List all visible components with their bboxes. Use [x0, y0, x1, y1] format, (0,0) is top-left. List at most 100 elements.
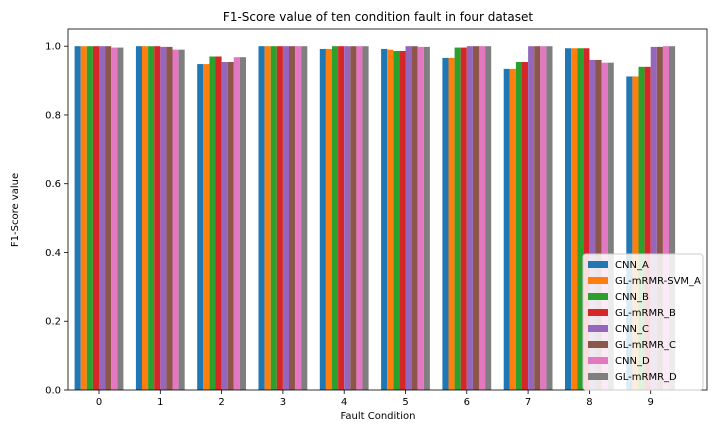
bar-gl-mrmr-c-2	[227, 62, 234, 390]
bar-cnn-a-4	[319, 48, 326, 390]
bar-gl-mrmr-svm-a-6	[448, 57, 455, 390]
legend-swatch-gl-mrmr-d	[588, 373, 608, 380]
chart-legend: CNN_A GL-mRMR-SVM_A CNN_B GL-mRMR_B CNN_C GL-…	[582, 253, 704, 391]
bar-cnn-c-7	[528, 46, 535, 390]
y-tick-label: 0.4	[45, 248, 61, 259]
bar-cnn-b-4	[332, 46, 339, 390]
bar-cnn-d-2	[233, 57, 240, 390]
bar-cnn-a-8	[565, 48, 572, 390]
legend-label-cnn-d: CNN_D	[615, 356, 650, 367]
bar-cnn-a-6	[442, 57, 449, 390]
legend-swatch-cnn-a	[588, 261, 608, 268]
bar-gl-mrmr-svm-a-8	[571, 48, 578, 390]
bar-cnn-c-9	[650, 46, 657, 390]
y-tick-label: 0.8	[45, 110, 61, 121]
bar-gl-mrmr-d-3	[301, 46, 308, 390]
x-tick-label: 4	[341, 397, 347, 408]
bar-cnn-d-9	[662, 46, 669, 390]
bar-gl-mrmr-b-1	[154, 46, 161, 390]
bar-gl-mrmr-svm-a-1	[142, 46, 149, 390]
bar-gl-mrmr-d-6	[485, 46, 492, 390]
legend-swatch-gl-mrmr-svm-a	[588, 277, 608, 284]
bar-gl-mrmr-d-9	[669, 46, 676, 390]
x-axis-title: Fault Condition	[341, 411, 416, 422]
bar-cnn-c-6	[466, 46, 473, 390]
bar-cnn-c-5	[405, 46, 412, 390]
plot-frame	[67, 28, 708, 391]
chart-title: F1-Score value of ten condition fault in…	[223, 10, 533, 24]
bar-gl-mrmr-b-6	[460, 47, 467, 390]
bar-cnn-b-7	[515, 62, 522, 390]
y-axis-title: F1-Score value	[10, 173, 21, 247]
bar-gl-mrmr-b-2	[215, 56, 222, 390]
bar-gl-mrmr-svm-a-7	[509, 68, 516, 390]
bar-gl-mrmr-c-8	[595, 59, 602, 390]
bar-gl-mrmr-svm-a-3	[264, 46, 271, 390]
bar-cnn-b-5	[393, 51, 400, 390]
bar-gl-mrmr-d-7	[546, 46, 553, 390]
bar-cnn-c-3	[282, 46, 289, 390]
bar-cnn-d-1	[172, 49, 179, 390]
x-tick-label: 5	[402, 397, 408, 408]
bar-cnn-d-6	[479, 46, 486, 390]
x-tick-label: 3	[280, 397, 286, 408]
legend-label-cnn-c: CNN_C	[615, 324, 649, 335]
bar-cnn-c-4	[344, 46, 351, 390]
bar-gl-mrmr-c-5	[411, 46, 418, 390]
legend-label-gl-mrmr-c: GL-mRMR_C	[615, 340, 676, 351]
legend-swatch-cnn-b	[588, 293, 608, 300]
bar-cnn-d-5	[417, 46, 424, 390]
legend-swatch-gl-mrmr-c	[588, 341, 608, 348]
bar-gl-mrmr-svm-a-5	[387, 49, 394, 390]
y-tick-label: 0.0	[45, 386, 61, 397]
legend-swatch-cnn-d	[588, 357, 608, 364]
bar-cnn-d-4	[356, 46, 363, 390]
bar-cnn-d-0	[111, 47, 118, 390]
bar-gl-mrmr-d-1	[178, 49, 185, 390]
bar-gl-mrmr-b-8	[583, 48, 590, 390]
bar-gl-mrmr-c-0	[105, 46, 112, 390]
bar-cnn-b-3	[270, 46, 277, 390]
legend-label-cnn-a: CNN_A	[615, 260, 649, 271]
bar-cnn-a-2	[197, 64, 204, 390]
bar-cnn-a-7	[503, 68, 510, 390]
bar-gl-mrmr-b-3	[276, 46, 283, 390]
bar-gl-mrmr-c-9	[656, 46, 663, 390]
bar-gl-mrmr-b-9	[644, 66, 651, 390]
x-tick-label: 1	[157, 397, 163, 408]
x-tick-label: 9	[648, 397, 654, 408]
y-tick-label: 1.0	[45, 42, 61, 53]
legend-swatch-cnn-c	[588, 325, 608, 332]
bar-cnn-b-8	[577, 48, 584, 390]
bar-gl-mrmr-svm-a-0	[80, 46, 87, 390]
y-tick-label: 0.6	[45, 179, 61, 190]
y-axis: 0.0 0.2 0.4 0.6 0.8 1.0	[45, 42, 68, 397]
bar-cnn-b-0	[86, 46, 93, 390]
bar-cnn-c-8	[589, 59, 596, 390]
bar-gl-mrmr-svm-a-4	[325, 48, 332, 390]
bar-gl-mrmr-b-0	[92, 46, 99, 390]
bar-cnn-a-1	[135, 46, 142, 390]
bar-gl-mrmr-d-4	[362, 46, 369, 390]
bar-cnn-c-2	[221, 62, 228, 390]
bar-gl-mrmr-b-7	[522, 62, 529, 390]
bar-cnn-a-0	[74, 46, 81, 390]
x-tick-label: 6	[464, 397, 470, 408]
bar-cnn-d-3	[295, 46, 302, 390]
bar-cnn-b-6	[454, 47, 461, 390]
x-tick-label: 8	[586, 397, 592, 408]
x-axis: 0 1 2 3 4 5 6 7 8 9	[96, 390, 654, 408]
bar-cnn-c-0	[99, 46, 106, 390]
legend-label-gl-mrmr-svm-a: GL-mRMR-SVM_A	[615, 276, 701, 287]
x-tick-label: 0	[96, 397, 102, 408]
legend-label-gl-mrmr-d: GL-mRMR_D	[615, 372, 677, 383]
bar-cnn-b-1	[148, 46, 155, 390]
bar-gl-mrmr-c-6	[472, 46, 479, 390]
bar-gl-mrmr-b-4	[338, 46, 345, 390]
bar-cnn-a-3	[258, 46, 265, 390]
bar-cnn-d-8	[601, 62, 608, 390]
bar-cnn-b-2	[209, 56, 216, 390]
bar-cnn-c-1	[160, 46, 167, 390]
bar-gl-mrmr-d-5	[423, 46, 430, 390]
bar-gl-mrmr-c-7	[534, 46, 541, 390]
